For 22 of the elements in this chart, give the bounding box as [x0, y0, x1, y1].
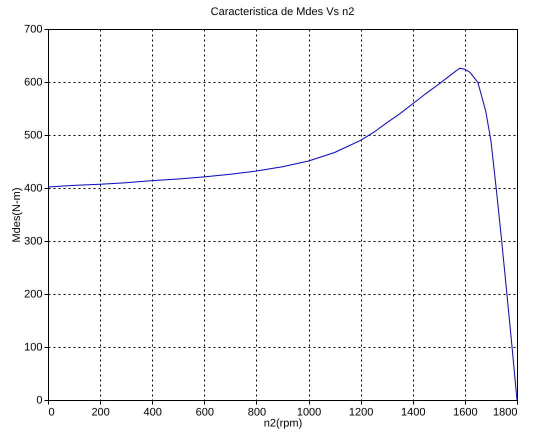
x-tick-label: 600	[196, 406, 214, 418]
x-axis-title: n2(rpm)	[264, 418, 302, 430]
y-axis-title: Mdes(N-m)	[11, 188, 24, 242]
y-tick-label: 500	[24, 130, 42, 142]
y-tick-label: 100	[24, 342, 42, 354]
y-tick-label: 200	[24, 288, 42, 300]
line-series	[48, 68, 518, 400]
x-tick-label: 1600	[453, 406, 478, 418]
x-tick-label: 1000	[296, 406, 322, 418]
y-tick-label: 700	[24, 24, 42, 36]
y-tick-label: 300	[24, 236, 42, 248]
x-tick-label: 200	[91, 406, 110, 418]
y-tick-label: 600	[24, 76, 42, 88]
y-tick-label: 400	[24, 182, 42, 194]
x-tick-label: 1200	[348, 406, 374, 418]
y-tick-label: 0	[36, 394, 42, 406]
x-tick-label: 0	[48, 406, 55, 418]
x-tick-label: 1400	[401, 406, 426, 418]
chart-title: Caracteristica de Mdes Vs n2	[210, 6, 354, 18]
x-tick-label: 800	[248, 406, 266, 418]
x-tick-label: 400	[144, 406, 162, 418]
x-tick-label: 1800	[493, 406, 518, 418]
